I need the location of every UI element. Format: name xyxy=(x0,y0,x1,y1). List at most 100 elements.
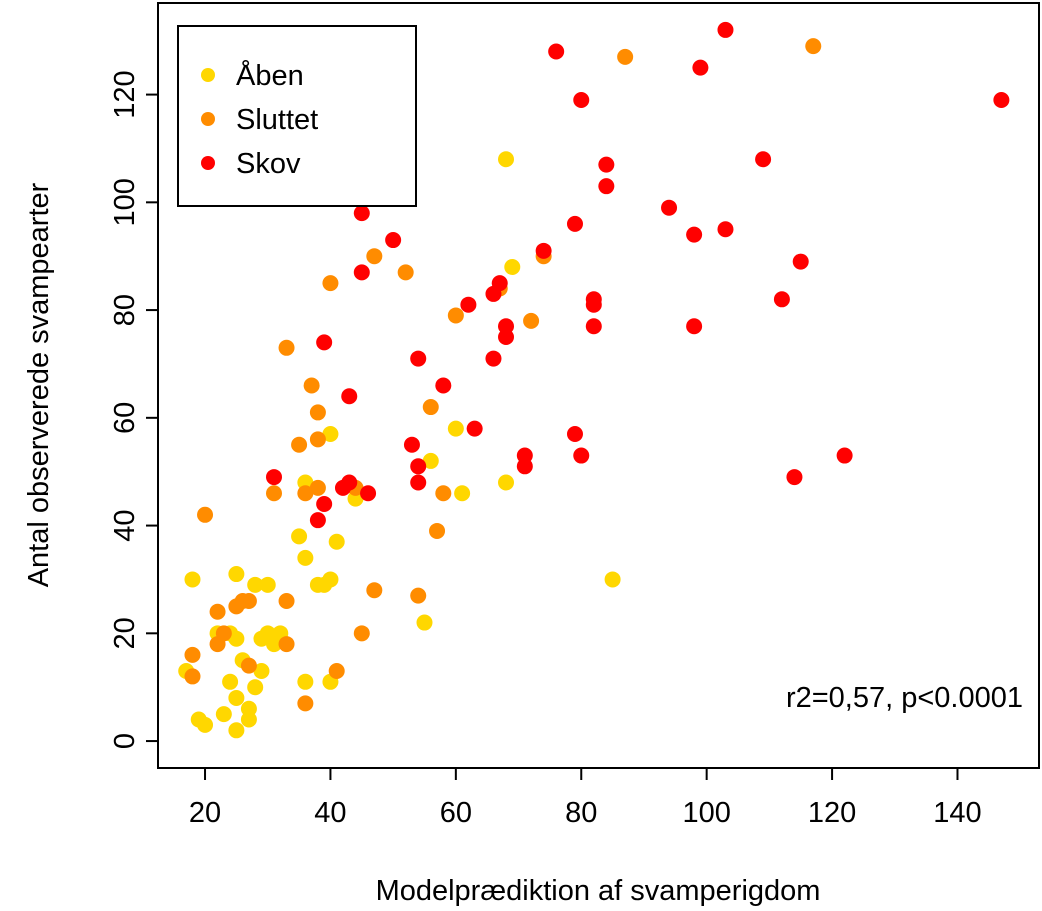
x-axis-title: Modelprædiktion af svamperigdom xyxy=(376,875,821,907)
legend-marker-skov xyxy=(201,156,215,170)
data-point xyxy=(686,318,703,335)
data-point xyxy=(215,625,232,642)
data-point xyxy=(585,291,602,308)
y-tick-label: 120 xyxy=(109,70,141,118)
data-point xyxy=(184,646,201,663)
data-point xyxy=(215,706,232,723)
data-point xyxy=(447,420,464,437)
data-point xyxy=(222,673,239,690)
y-tick-label: 20 xyxy=(109,617,141,649)
data-point xyxy=(410,350,427,367)
data-point xyxy=(661,199,678,216)
y-tick-label: 60 xyxy=(109,402,141,434)
data-point xyxy=(341,388,358,405)
data-point xyxy=(322,275,339,292)
data-point xyxy=(429,522,446,539)
data-point xyxy=(416,614,433,631)
data-point xyxy=(504,258,521,275)
data-point xyxy=(184,571,201,588)
data-point xyxy=(617,48,634,65)
data-point xyxy=(566,425,583,442)
data-point xyxy=(278,592,295,609)
data-point xyxy=(447,307,464,324)
x-tick-label: 40 xyxy=(314,797,346,829)
legend-label-aben: Åben xyxy=(236,59,304,92)
data-point xyxy=(353,205,370,222)
data-point xyxy=(259,576,276,593)
data-point xyxy=(297,485,314,502)
data-point xyxy=(291,436,308,453)
data-point xyxy=(360,485,377,502)
data-point xyxy=(247,576,264,593)
x-tick-label: 80 xyxy=(565,797,597,829)
data-point xyxy=(328,663,345,680)
data-point xyxy=(836,447,853,464)
data-point xyxy=(240,657,257,674)
data-point xyxy=(197,716,214,733)
data-point xyxy=(309,479,326,496)
data-point xyxy=(322,571,339,588)
legend-box xyxy=(177,25,417,207)
y-axis: 0 20 40 60 80 100 120 xyxy=(109,70,159,749)
legend-label-skov: Skov xyxy=(236,148,301,180)
x-tick-label: 120 xyxy=(808,797,856,829)
data-point xyxy=(993,91,1010,108)
data-point xyxy=(598,156,615,173)
data-point xyxy=(535,242,552,259)
data-point xyxy=(297,549,314,566)
y-tick-label: 40 xyxy=(109,509,141,541)
y-tick-label: 80 xyxy=(109,294,141,326)
data-point xyxy=(228,689,245,706)
data-point xyxy=(328,533,345,550)
data-point xyxy=(240,700,257,717)
data-point xyxy=(385,232,402,249)
data-point xyxy=(410,587,427,604)
y-tick-label: 100 xyxy=(109,178,141,226)
data-point xyxy=(604,571,621,588)
data-point xyxy=(397,264,414,281)
x-axis: 20 40 60 80 100 120 140 xyxy=(189,767,982,829)
data-point xyxy=(460,296,477,313)
data-point xyxy=(485,350,502,367)
x-tick-label: 60 xyxy=(440,797,472,829)
data-point xyxy=(410,458,427,475)
data-point xyxy=(435,485,452,502)
data-point xyxy=(498,329,515,346)
data-point xyxy=(240,592,257,609)
y-axis-title: Antal observerede svampearter xyxy=(23,182,55,587)
data-point xyxy=(573,447,590,464)
data-point xyxy=(454,485,471,502)
data-point xyxy=(491,275,508,292)
legend-marker-aben xyxy=(201,68,215,82)
data-point xyxy=(755,151,772,168)
data-point xyxy=(209,603,226,620)
series-2 xyxy=(266,21,1010,529)
y-tick-label: 0 xyxy=(109,733,141,749)
data-point xyxy=(566,215,583,232)
data-point xyxy=(266,469,283,486)
data-point xyxy=(498,474,515,491)
data-point xyxy=(278,339,295,356)
legend-marker-sluttet xyxy=(201,112,215,126)
data-point xyxy=(309,512,326,529)
data-point xyxy=(197,506,214,523)
data-point xyxy=(309,404,326,421)
data-point xyxy=(303,377,320,394)
data-point xyxy=(422,399,439,416)
data-point xyxy=(410,474,427,491)
data-point xyxy=(266,485,283,502)
data-point xyxy=(297,673,314,690)
data-point xyxy=(353,625,370,642)
data-point xyxy=(466,420,483,437)
data-point xyxy=(717,221,734,238)
legend-label-sluttet: Sluttet xyxy=(236,104,318,136)
data-point xyxy=(792,253,809,270)
x-tick-label: 140 xyxy=(933,797,981,829)
x-tick-label: 100 xyxy=(682,797,730,829)
data-point xyxy=(573,91,590,108)
data-point xyxy=(322,425,339,442)
data-point xyxy=(786,469,803,486)
data-point xyxy=(435,377,452,394)
series-1 xyxy=(184,38,822,712)
